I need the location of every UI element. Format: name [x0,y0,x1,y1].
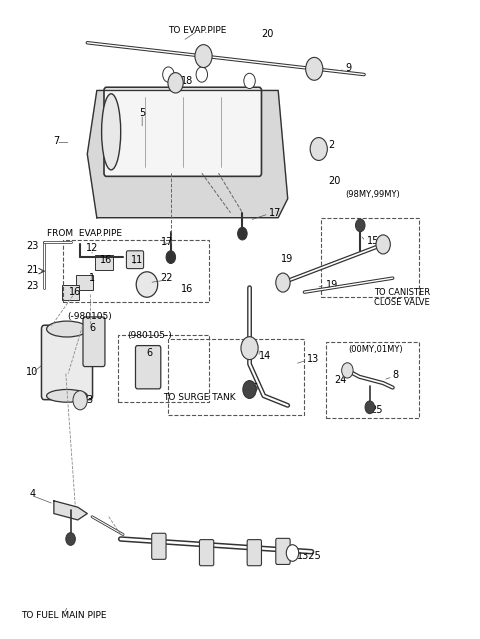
Circle shape [66,533,75,545]
Circle shape [244,73,255,89]
Text: (980105-): (980105-) [127,331,172,340]
FancyBboxPatch shape [199,539,214,566]
Text: 15: 15 [366,236,379,246]
Text: 20: 20 [262,29,274,40]
Text: 16: 16 [247,383,259,392]
Circle shape [286,544,299,561]
Bar [168,339,304,415]
Polygon shape [87,91,288,218]
Text: 6: 6 [146,348,152,358]
Circle shape [73,391,87,410]
Circle shape [163,67,174,82]
Text: TO FUEL MAIN PIPE: TO FUEL MAIN PIPE [21,611,106,620]
Text: 10: 10 [26,367,38,376]
Text: 5: 5 [139,108,145,118]
Text: FROM  EVAP.PIPE: FROM EVAP.PIPE [47,229,122,238]
Text: 23: 23 [26,242,38,251]
FancyBboxPatch shape [276,539,290,564]
FancyBboxPatch shape [41,325,93,399]
Circle shape [168,73,183,93]
Text: 9: 9 [345,63,351,73]
Circle shape [306,58,323,81]
Circle shape [376,235,390,254]
Text: 16: 16 [69,287,82,297]
Text: 1: 1 [89,273,95,283]
FancyBboxPatch shape [247,539,262,566]
Text: 11: 11 [131,256,144,265]
FancyBboxPatch shape [152,534,166,559]
Text: 8: 8 [393,371,399,380]
Bar [96,254,113,270]
Bar [118,335,209,402]
Text: 21: 21 [26,265,38,275]
Text: 17: 17 [161,237,174,247]
Bar [76,275,94,290]
Text: 24: 24 [334,375,347,385]
Text: TO EVAP.PIPE: TO EVAP.PIPE [168,26,226,35]
Text: (00MY,01MY): (00MY,01MY) [348,345,403,354]
Circle shape [342,363,353,378]
FancyBboxPatch shape [83,317,105,367]
Polygon shape [54,501,87,520]
Text: 23: 23 [26,281,38,291]
Text: 18: 18 [181,76,193,86]
Text: 22: 22 [160,273,172,283]
Circle shape [196,67,207,82]
Circle shape [276,273,290,292]
FancyBboxPatch shape [135,346,161,389]
Text: 3: 3 [86,396,93,405]
Text: TO SURGE TANK: TO SURGE TANK [163,392,236,402]
Text: TO CANISTER: TO CANISTER [374,288,430,296]
Text: 12: 12 [86,243,98,253]
Ellipse shape [136,272,157,297]
Circle shape [238,227,247,240]
Text: 1325: 1325 [297,551,322,561]
Bar [321,218,419,297]
Text: 16: 16 [181,284,193,294]
Text: 19: 19 [281,254,293,264]
Ellipse shape [47,321,87,337]
Bar [326,342,419,418]
Text: 16: 16 [100,256,112,265]
Text: 4: 4 [29,489,36,500]
Ellipse shape [102,94,120,170]
Circle shape [166,250,176,263]
Text: 7: 7 [53,136,60,146]
Circle shape [195,45,212,68]
Circle shape [241,337,258,360]
Text: 6: 6 [89,323,95,333]
Circle shape [310,137,327,160]
Circle shape [243,381,256,398]
Text: 20: 20 [328,176,341,186]
Bar [63,240,209,302]
Text: (98MY,99MY): (98MY,99MY) [345,190,400,199]
Text: 17: 17 [269,208,281,218]
Text: 25: 25 [370,405,382,415]
Ellipse shape [47,390,87,402]
Text: (-980105): (-980105) [67,312,112,321]
Text: CLOSE VALVE: CLOSE VALVE [374,298,430,307]
Circle shape [356,219,365,232]
Text: 13: 13 [307,354,319,364]
Text: 14: 14 [259,351,271,361]
Circle shape [365,401,374,413]
FancyBboxPatch shape [104,88,262,176]
Bar [62,284,79,300]
Text: 19: 19 [326,279,338,289]
FancyBboxPatch shape [126,250,144,268]
Text: 2: 2 [328,139,335,150]
